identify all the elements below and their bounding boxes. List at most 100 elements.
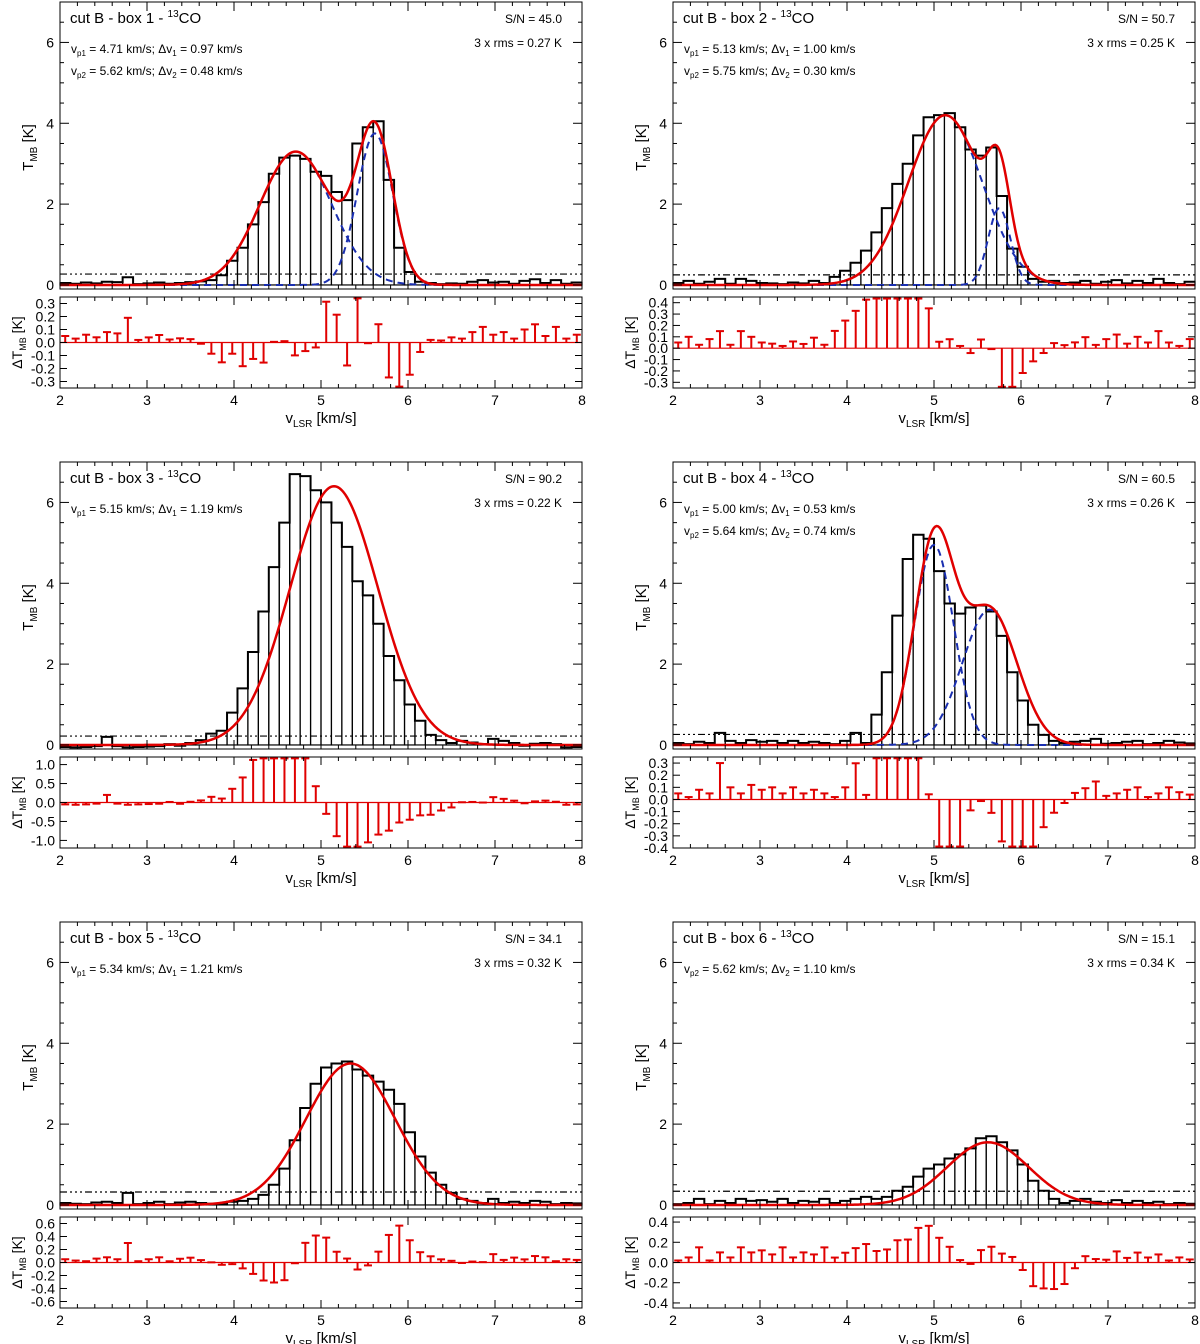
spectrum-bar: [403, 1131, 416, 1206]
component-params-p2: vp2 = 5.62 km/s; Δv2 = 1.10 km/s: [684, 962, 855, 978]
y-tick-label: 0: [659, 737, 667, 753]
x-axis-label: vLSR [km/s]: [898, 410, 969, 430]
x-tick-label: 4: [230, 392, 238, 408]
y-tick-label: 4: [46, 575, 54, 591]
x-tick-label: 3: [143, 852, 151, 868]
x-tick-label: 4: [230, 852, 238, 868]
x-tick-label: 5: [930, 852, 938, 868]
sn-value: S/N = 34.1: [505, 932, 562, 946]
rms-value: 3 x rms = 0.27 K: [474, 36, 562, 50]
rms-value: 3 x rms = 0.22 K: [474, 496, 562, 510]
spectrum-bar: [985, 610, 998, 746]
residual-y-axis-label: ΔTMB [K]: [9, 316, 28, 368]
y-axis-label: TMB [K]: [633, 124, 653, 171]
spectrum-bar: [341, 1060, 353, 1206]
y-axis-label: TMB [K]: [20, 584, 40, 631]
component-params-p1: vp1 = 5.13 km/s; Δv1 = 1.00 km/s: [684, 42, 855, 58]
spectrum-bar: [1037, 1190, 1050, 1206]
y-tick-label: 4: [659, 1035, 667, 1051]
x-tick-label: 3: [143, 392, 151, 408]
x-axis-label: vLSR [km/s]: [285, 410, 356, 430]
spectrum-bar: [1037, 734, 1050, 746]
x-tick-label: 6: [1017, 1312, 1025, 1328]
x-tick-label: 6: [404, 852, 412, 868]
spectrum-bar: [393, 679, 406, 746]
spectrum-bar: [922, 538, 935, 746]
spectrum-bar: [268, 173, 280, 286]
spectrum-outline: [673, 112, 1195, 286]
y-tick-label: 4: [46, 115, 54, 131]
panel-title: cut B - box 4 - 13CO: [683, 469, 814, 487]
residual-y-axis-label: ΔTMB [K]: [622, 316, 641, 368]
x-tick-label: 7: [491, 392, 499, 408]
res-y-tick-label: 0.4: [36, 1229, 56, 1245]
spectrum-bar: [330, 522, 343, 746]
x-tick-label: 3: [143, 1312, 151, 1328]
spectrum-bar: [351, 1068, 364, 1206]
residual-y-axis-label: ΔTMB [K]: [9, 1236, 28, 1288]
sn-value: S/N = 90.2: [505, 472, 562, 486]
y-axis-label: TMB [K]: [20, 124, 40, 171]
x-axis-label: vLSR [km/s]: [898, 870, 969, 890]
spectrum-bar: [278, 157, 291, 286]
x-tick-label: 5: [930, 392, 938, 408]
spectrum-bar: [985, 1135, 998, 1206]
res-y-tick-label: 1.0: [36, 757, 56, 773]
res-y-tick-label: 0.5: [36, 776, 56, 792]
spectrum-bar: [414, 720, 426, 746]
spectrum-bar: [1027, 1180, 1039, 1206]
res-y-tick-label: -0.3: [644, 828, 668, 844]
spectrum-bar: [902, 558, 914, 746]
spectrum-bar: [922, 116, 935, 286]
res-y-tick-label: -0.2: [644, 1275, 668, 1291]
res-y-tick-label: -0.4: [644, 840, 668, 856]
x-tick-label: 7: [491, 852, 499, 868]
x-tick-label: 6: [1017, 852, 1025, 868]
y-tick-label: 6: [659, 954, 667, 970]
y-tick-label: 4: [659, 115, 667, 131]
res-y-tick-label: 0.1: [649, 329, 669, 345]
y-axis-label: TMB [K]: [20, 1044, 40, 1091]
res-y-tick-label: -0.2: [644, 363, 668, 379]
spectrum-bar: [1006, 1149, 1019, 1206]
spectrum-bar: [299, 475, 312, 746]
spectrum-bar: [362, 126, 374, 286]
x-tick-label: 5: [317, 392, 325, 408]
component-params-p1: vp1 = 5.15 km/s; Δv1 = 1.19 km/s: [71, 502, 242, 518]
spectrum-bar: [372, 623, 385, 746]
spectrum-bars: [672, 112, 1196, 286]
res-y-tick-label: 0.1: [36, 322, 56, 338]
x-tick-label: 3: [756, 1312, 764, 1328]
residual-y-axis-label: ΔTMB [K]: [622, 776, 641, 828]
res-y-tick-label: 0.2: [649, 767, 669, 783]
x-tick-label: 2: [56, 392, 64, 408]
x-tick-label: 7: [1104, 1312, 1112, 1328]
y-tick-label: 6: [46, 954, 54, 970]
x-tick-label: 5: [317, 1312, 325, 1328]
x-tick-label: 4: [843, 392, 851, 408]
y-axis-label: TMB [K]: [633, 1044, 653, 1091]
x-tick-label: 2: [669, 852, 677, 868]
spectrum-bar: [341, 546, 353, 746]
residual-y-axis-label: ΔTMB [K]: [9, 776, 28, 828]
panel-box-4: 0 2 4 6 TMB [K] cut B - box 4 - 13CO S/N = 60.…: [622, 461, 1199, 890]
rms-value: 3 x rms = 0.25 K: [1087, 36, 1175, 50]
spectrum-bar: [881, 207, 893, 286]
rms-value: 3 x rms = 0.26 K: [1087, 496, 1175, 510]
panel-title: cut B - box 2 - 13CO: [683, 9, 814, 27]
y-tick-label: 6: [659, 34, 667, 50]
component-params-p2: vp2 = 5.62 km/s; Δv2 = 0.48 km/s: [71, 64, 242, 80]
residual-bars: [674, 1224, 1194, 1291]
res-y-tick-label: 0.4: [649, 1214, 669, 1230]
rms-value: 3 x rms = 0.34 K: [1087, 956, 1175, 970]
panel-box-1: 0 2 4 6 TMB [K] cut B - box 1 - 13CO S/N = 45.…: [9, 1, 586, 430]
res-y-tick-label: 0.3: [36, 296, 56, 312]
y-tick-label: 4: [46, 1035, 54, 1051]
res-y-tick-label: -0.1: [644, 804, 668, 820]
panel-box-2: 0 2 4 6 TMB [K] cut B - box 2 - 13CO S/N = 50.…: [622, 1, 1199, 430]
spectrum-bar: [933, 114, 946, 286]
res-y-tick-label: 0.3: [649, 755, 669, 771]
y-tick-label: 2: [659, 656, 667, 672]
x-tick-label: 8: [1191, 392, 1199, 408]
